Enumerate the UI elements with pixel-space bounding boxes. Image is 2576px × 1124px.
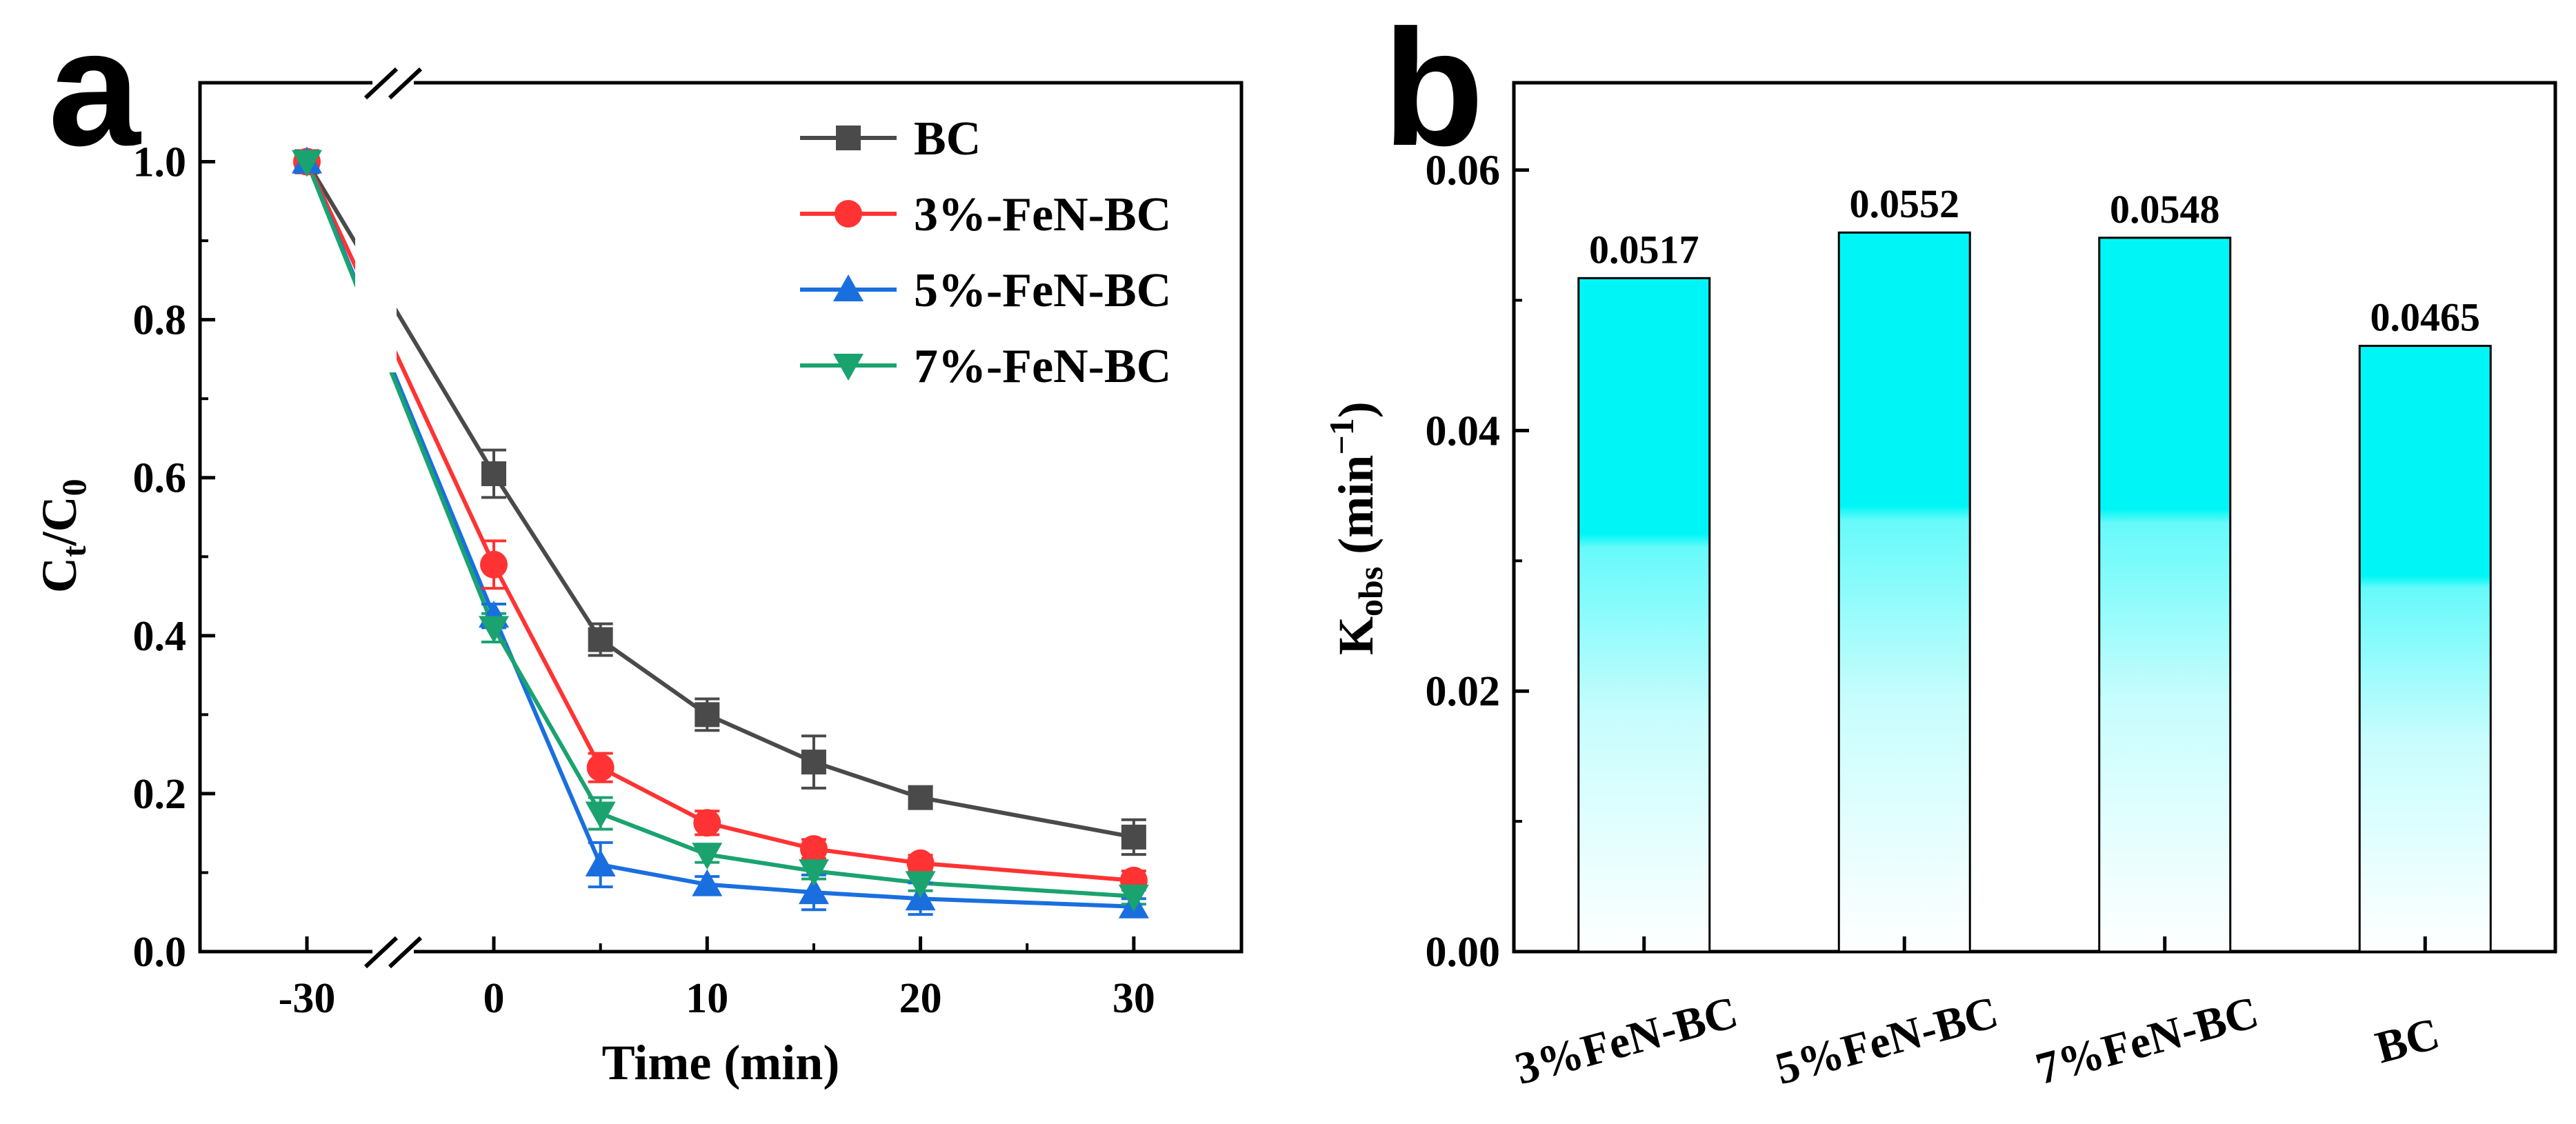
x-tick-label-a: -30 (279, 975, 336, 1022)
y-tick-label-b: 0.02 (1426, 668, 1501, 715)
y-tick-label-b: 0.04 (1426, 408, 1501, 454)
bar (2358, 345, 2492, 953)
axis-break-bottom (363, 936, 423, 969)
y-tick-label-a: 0.0 (133, 929, 187, 976)
data-point-1 (799, 835, 828, 863)
y-tick-label-b: 0.06 (1426, 148, 1501, 194)
y-axis-title-b: Kobs (min−1) (1322, 401, 1390, 655)
panel-a: a 0.0 0.2 0.4 0.6 0.8 1.0 -30 0 10 20 30 Ct/C0 Tim… (32, 0, 1244, 1090)
data-point-2 (585, 850, 616, 876)
bar-value-label: 0.0465 (2370, 295, 2481, 340)
y-tick-label-a: 0.4 (133, 613, 187, 660)
data-point-0 (695, 702, 720, 727)
x-tick-label-a: 20 (899, 975, 942, 1022)
bar (1837, 231, 1971, 953)
plot-frame-a (198, 81, 1244, 954)
data-point-0 (1121, 824, 1146, 850)
bar-value-label: 0.0517 (1589, 227, 1699, 272)
data-point-2 (798, 877, 829, 905)
data-point-3 (905, 871, 936, 899)
axis-break-top (363, 67, 423, 100)
legend-marker (835, 200, 862, 228)
x-tick-label-a: 0 (483, 975, 505, 1022)
legend-marker (836, 126, 861, 150)
category-label: 7%FeN-BC (2030, 987, 2264, 1094)
legend-label: 3%-FeN-BC (914, 188, 1171, 241)
axis-ticks-b: 0.00 0.02 0.04 0.06 (1426, 148, 1529, 976)
panel-a-letter: a (48, 0, 141, 180)
legend-a: BC 3%-FeN-BC 5%-FeN-BC 7%-FeN-BC (800, 112, 1171, 393)
y-tick-label-a: 0.2 (133, 771, 187, 818)
break-gap (355, 228, 397, 372)
axis-ticks-a: 0.0 0.2 0.4 0.6 0.8 1.0 -30 0 10 20 30 (133, 139, 1155, 1022)
x-tick-label-a: 10 (686, 975, 728, 1022)
y-tick-label-a: 0.6 (133, 455, 187, 502)
plot-frame-b (1512, 81, 2557, 954)
data-point-1 (586, 754, 615, 782)
bar-value-label: 0.0552 (1850, 181, 1960, 226)
legend-label: 5%-FeN-BC (914, 264, 1171, 317)
bar (2098, 237, 2232, 953)
x-axis-title-a: Time (min) (602, 1035, 840, 1090)
legend-label: BC (914, 112, 981, 165)
data-point-3 (292, 150, 322, 177)
y-axis-title-a: Ct/C0 (32, 479, 93, 593)
y-tick-label-a: 0.8 (133, 297, 187, 344)
bars-b: 0.0517 3%FeN-BC 0.0552 5%FeN-BC 0.0548 7%FeN-… (1510, 181, 2492, 1094)
markers-a (292, 146, 1149, 919)
data-point-0 (481, 461, 506, 486)
data-point-0 (801, 750, 826, 775)
y-tick-label-a: 1.0 (133, 139, 187, 186)
bar (1577, 277, 1711, 953)
panel-b: b 0.00 0.02 0.04 0.06 0.0517 3%FeN-BC 0.0552 5… (1322, 0, 2557, 1094)
data-point-3 (479, 616, 509, 643)
data-point-2 (692, 869, 723, 896)
x-tick-label-a: 30 (1112, 975, 1155, 1022)
data-point-0 (908, 785, 933, 810)
legend-label: 7%-FeN-BC (914, 340, 1171, 393)
series-line-0 (305, 161, 1135, 839)
data-point-3 (1118, 884, 1149, 912)
bar-value-label: 0.0548 (2110, 187, 2220, 232)
data-point-1 (693, 809, 721, 837)
data-point-0 (588, 627, 613, 652)
data-point-3 (585, 801, 616, 829)
category-label: 3%FeN-BC (1510, 987, 1743, 1094)
data-point-1 (480, 550, 508, 579)
data-point-3 (798, 859, 829, 887)
panel-b-letter: b (1383, 0, 1484, 180)
y-tick-label-b: 0.00 (1426, 929, 1501, 976)
data-point-3 (692, 843, 723, 870)
category-label: 5%FeN-BC (1770, 987, 2004, 1094)
legend-marker (833, 354, 863, 381)
legend-marker (833, 274, 863, 301)
data-point-1 (906, 849, 935, 877)
category-label: BC (2370, 1008, 2444, 1073)
